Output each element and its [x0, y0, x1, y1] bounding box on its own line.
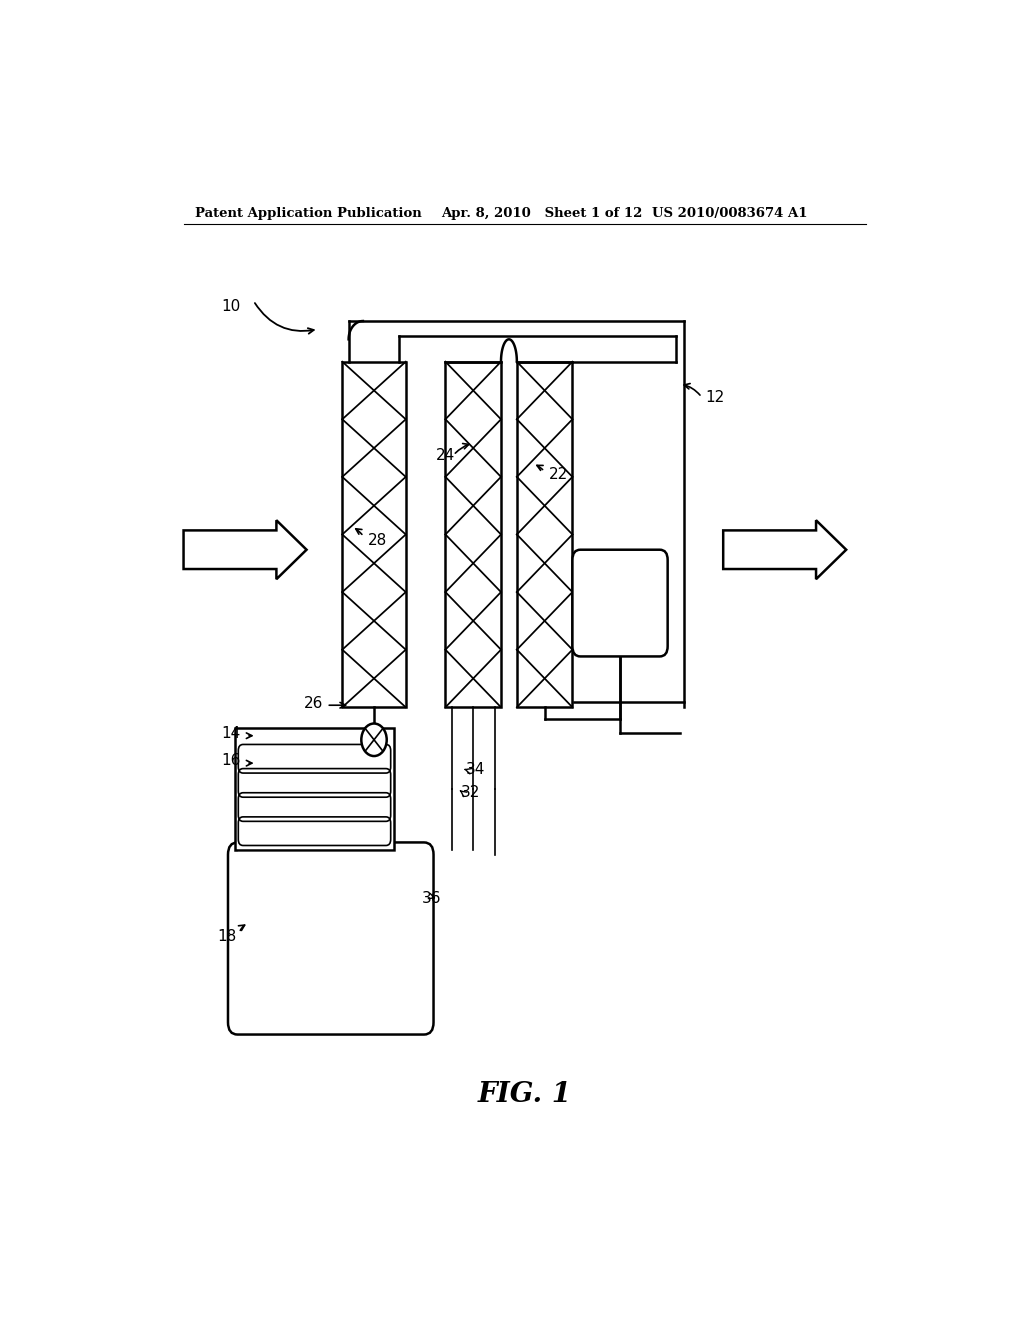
Bar	[517, 362, 572, 708]
Bar	[236, 727, 394, 850]
Text: Patent Application Publication: Patent Application Publication	[196, 207, 422, 220]
Circle shape	[361, 723, 387, 756]
Text: 12: 12	[706, 391, 725, 405]
Text: 24: 24	[436, 449, 455, 463]
Text: US 2010/0083674 A1: US 2010/0083674 A1	[652, 207, 807, 220]
Bar	[445, 362, 501, 708]
Text: 10: 10	[221, 298, 241, 314]
Bar	[342, 362, 406, 708]
FancyArrow shape	[723, 520, 846, 579]
Text: FIG. 1: FIG. 1	[478, 1081, 571, 1107]
Text: 16: 16	[221, 754, 241, 768]
FancyBboxPatch shape	[572, 549, 668, 656]
FancyArrow shape	[183, 520, 306, 579]
Text: Apr. 8, 2010   Sheet 1 of 12: Apr. 8, 2010 Sheet 1 of 12	[441, 207, 643, 220]
Text: 34: 34	[466, 763, 485, 777]
Text: 36: 36	[422, 891, 441, 907]
Text: 28: 28	[368, 533, 387, 548]
Text: 14: 14	[221, 726, 241, 741]
Text: 32: 32	[461, 784, 480, 800]
Text: 20: 20	[604, 594, 625, 612]
FancyBboxPatch shape	[228, 842, 433, 1035]
Text: 26: 26	[304, 696, 324, 711]
Text: 18: 18	[217, 929, 237, 944]
Text: 22: 22	[549, 466, 568, 482]
